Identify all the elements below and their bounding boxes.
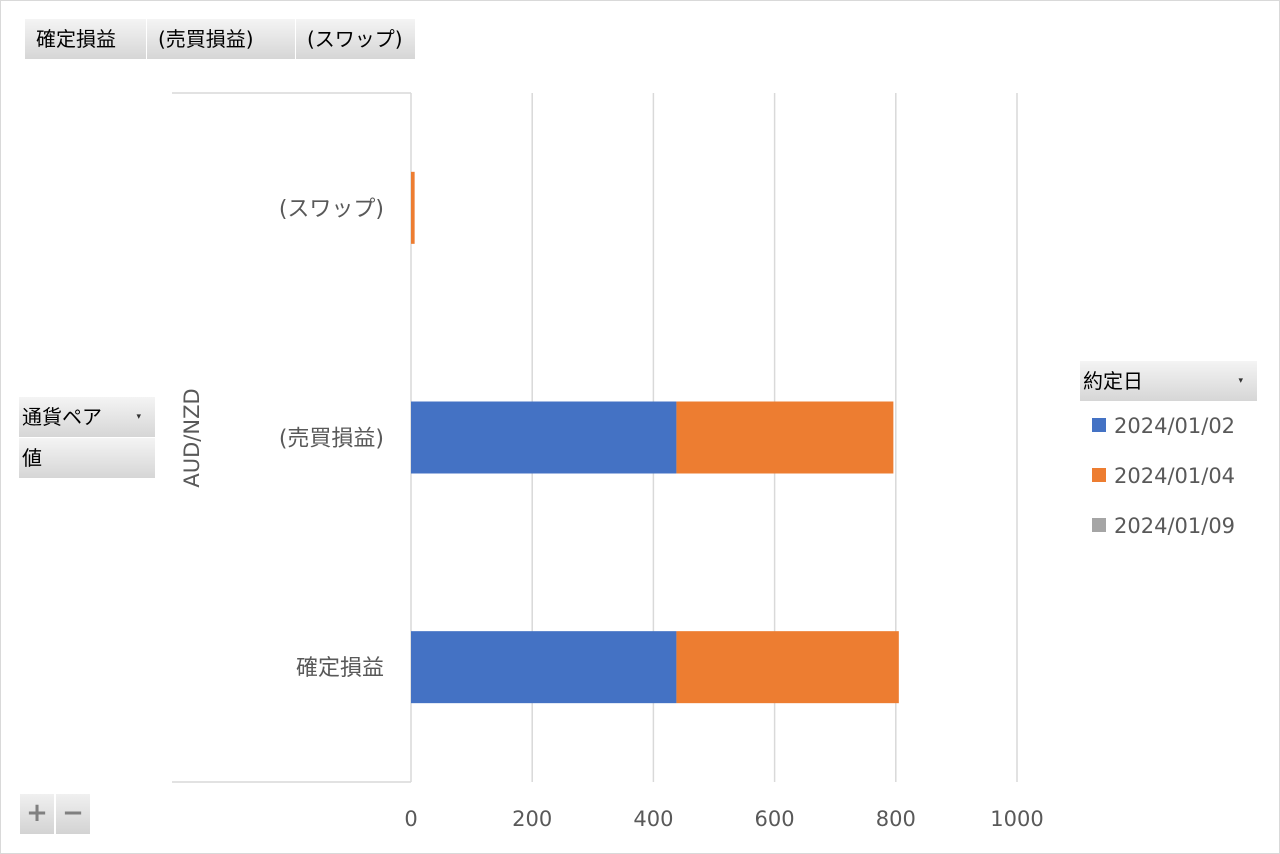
dropdown-caret-icon: ▾ (1238, 376, 1243, 386)
bar-segment (411, 171, 415, 244)
x-tick-label: 600 (755, 807, 795, 831)
legend-item: 2024/01/02 (1092, 413, 1235, 439)
legend-label: 2024/01/09 (1114, 514, 1236, 538)
legend-label: 2024/01/02 (1114, 414, 1236, 438)
group-axis-label: AUD/NZD (180, 388, 204, 487)
filter-field-button-trading[interactable]: (売買損益) (147, 19, 296, 59)
currency-pair-label: 通貨ペア (22, 405, 102, 429)
category-label: 確定損益 (296, 656, 384, 681)
category-label: (スワップ) (279, 197, 384, 222)
bar-segment (411, 631, 677, 704)
date-field-label: 約定日 (1083, 369, 1143, 393)
legend-swatch (1092, 468, 1106, 482)
value-field-button[interactable]: 値 (19, 438, 156, 478)
category-label: (売買損益) (279, 427, 384, 452)
x-tick-label: 800 (876, 807, 916, 831)
bar-segment (676, 631, 899, 704)
dropdown-caret-icon: ▾ (136, 412, 141, 422)
legend-swatch (1092, 418, 1106, 432)
legend-label: 2024/01/04 (1114, 464, 1236, 488)
currency-pair-field-button[interactable]: 通貨ペア ▾ (19, 397, 156, 437)
legend-swatch (1092, 518, 1106, 532)
expand-field-button[interactable]: + (20, 794, 54, 834)
filter-field-button-realized[interactable]: 確定損益 (25, 19, 147, 59)
x-tick-label: 1000 (990, 807, 1043, 831)
legend-item: 2024/01/04 (1092, 463, 1235, 489)
legend-item: 2024/01/09 (1092, 513, 1235, 539)
bar-segment (676, 401, 894, 474)
x-tick-label: 200 (512, 807, 552, 831)
date-field-button[interactable]: 約定日 ▾ (1080, 361, 1258, 401)
collapse-field-button[interactable]: − (56, 794, 90, 834)
filter-field-button-swap[interactable]: (スワップ) (296, 19, 416, 59)
x-tick-label: 400 (633, 807, 673, 831)
x-tick-label: 0 (404, 807, 417, 831)
bar-segment (411, 401, 677, 474)
